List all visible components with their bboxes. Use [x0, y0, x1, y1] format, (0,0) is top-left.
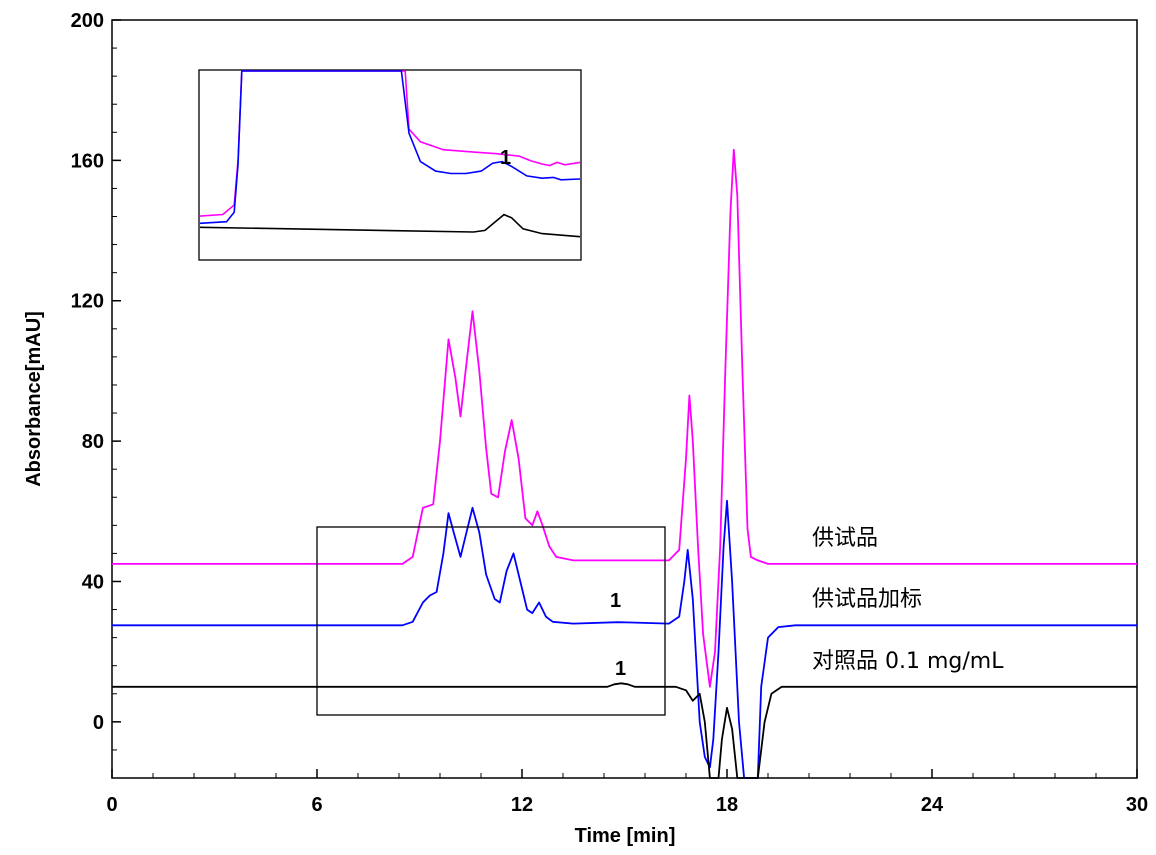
x-tick-label: 0 [106, 794, 117, 816]
x-tick-label: 24 [921, 794, 944, 816]
plot-frame [111, 19, 1138, 779]
ticks-layer: 0 6 12 18 24 30 0 40 80 120 160 200 [71, 10, 1149, 816]
series-line-0 [112, 148, 1137, 688]
series-label-reference: 对照品 0.1 mg/mL [812, 649, 1004, 674]
series-label-spiked-sample: 供试品加标 [812, 587, 922, 612]
series-label-sample: 供试品 [812, 526, 878, 551]
x-tick-label: 18 [716, 794, 738, 816]
x-tick-label: 6 [311, 794, 322, 816]
y-tick-label: 40 [82, 571, 104, 593]
x-tick-label: 30 [1126, 794, 1148, 816]
y-tick-label: 120 [71, 291, 104, 313]
inset-line-1 [199, 70, 581, 225]
peak-label-reference: 1 [615, 658, 626, 680]
y-tick-label: 160 [71, 150, 104, 172]
labels-layer: Time [min] Absorbance[mAU] 供试品 供试品加标 对照品… [23, 311, 1004, 847]
series-layer [112, 148, 1137, 779]
inset-line-2 [199, 213, 581, 238]
inset-lines [199, 70, 581, 238]
inset-peak-label: 1 [500, 147, 511, 169]
x-axis-title: Time [min] [575, 825, 676, 847]
plot-axes [111, 19, 1138, 779]
series-line-1 [112, 499, 1137, 779]
series-line-2 [112, 682, 1137, 779]
inset-zoom-panel: 1 [198, 69, 582, 261]
y-tick-label: 200 [71, 10, 104, 32]
y-axis-title: Absorbance[mAU] [23, 311, 45, 487]
y-tick-label: 80 [82, 431, 104, 453]
peak-label-spiked: 1 [610, 590, 621, 612]
zoom-region-box [316, 526, 666, 716]
y-tick-label: 0 [93, 712, 104, 734]
x-tick-label: 12 [511, 794, 533, 816]
